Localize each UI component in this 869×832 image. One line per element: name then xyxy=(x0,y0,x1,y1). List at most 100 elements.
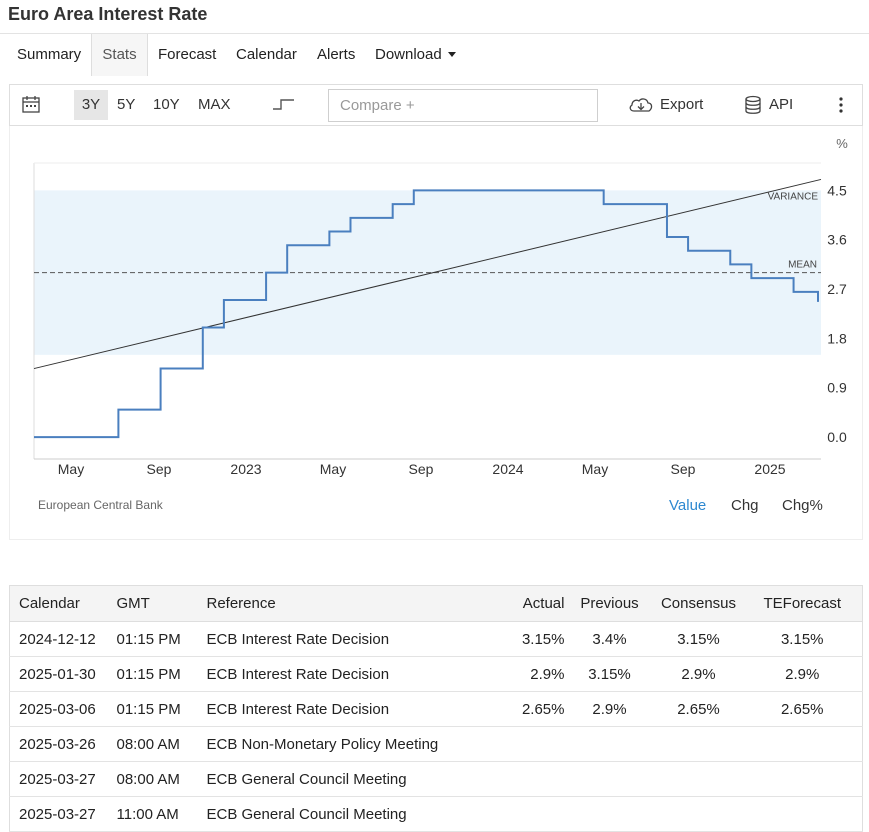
col-header-teforecast[interactable]: TEForecast xyxy=(742,585,863,622)
cell-reference[interactable]: ECB Interest Rate Decision xyxy=(206,691,507,727)
cell-reference[interactable]: ECB Non-Monetary Policy Meeting xyxy=(206,726,507,762)
title-divider xyxy=(0,33,869,34)
y-tick-label: 4.5 xyxy=(827,182,847,198)
cell-date: 2025-03-06 xyxy=(9,691,117,727)
range-3y-button[interactable]: 3Y xyxy=(74,90,108,120)
cell-reference[interactable]: ECB Interest Rate Decision xyxy=(206,656,507,692)
cell-actual xyxy=(506,761,565,797)
cell-consensus xyxy=(654,796,743,832)
calendar-header-row: Calendar GMT Reference Actual Previous C… xyxy=(9,585,863,622)
cell-previous xyxy=(564,726,655,762)
tab-forecast[interactable]: Forecast xyxy=(158,46,217,63)
database-icon xyxy=(745,95,761,114)
trend-line xyxy=(33,178,822,370)
table-row: 2025-03-06 01:15 PM ECB Interest Rate De… xyxy=(9,691,863,727)
cell-time: 08:00 AM xyxy=(116,726,207,762)
cell-date: 2024-12-12 xyxy=(9,621,117,657)
cell-previous xyxy=(564,761,655,797)
cell-teforecast: 3.15% xyxy=(742,621,863,657)
compare-input[interactable] xyxy=(328,89,598,122)
api-button[interactable]: API xyxy=(744,85,793,125)
caret-down-icon xyxy=(447,51,456,57)
y-tick-label: 1.8 xyxy=(827,330,847,346)
export-label: Export xyxy=(660,96,704,113)
cell-teforecast xyxy=(742,796,863,832)
table-row: 2024-12-12 01:15 PM ECB Interest Rate De… xyxy=(9,621,863,657)
cell-consensus: 3.15% xyxy=(654,621,743,657)
cell-teforecast: 2.65% xyxy=(742,691,863,727)
table-row: 2025-03-27 11:00 AM ECB General Council … xyxy=(9,796,863,832)
cell-consensus xyxy=(654,726,743,762)
cell-time: 01:15 PM xyxy=(116,621,207,657)
step-line-icon[interactable] xyxy=(272,96,296,114)
cell-previous: 3.15% xyxy=(564,656,655,692)
calendar-table: Calendar GMT Reference Actual Previous C… xyxy=(9,585,863,832)
variance-label: VARIANCE xyxy=(768,191,819,202)
x-tick-label: 2024 xyxy=(492,461,523,477)
cell-consensus: 2.9% xyxy=(654,656,743,692)
cell-consensus xyxy=(654,761,743,797)
cell-actual xyxy=(506,726,565,762)
cell-actual: 3.15% xyxy=(506,621,565,657)
y-tick-label: 0.9 xyxy=(827,380,847,396)
cell-time: 01:15 PM xyxy=(116,691,207,727)
table-row: 2025-01-30 01:15 PM ECB Interest Rate De… xyxy=(9,656,863,692)
value-tab-value[interactable]: Value xyxy=(669,497,707,514)
x-tick-label: May xyxy=(58,461,84,477)
source-label: European Central Bank xyxy=(38,498,163,512)
tab-download-label: Download xyxy=(375,46,442,63)
cell-reference[interactable]: ECB Interest Rate Decision xyxy=(206,621,507,657)
cell-consensus: 2.65% xyxy=(654,691,743,727)
col-header-previous[interactable]: Previous xyxy=(564,585,655,622)
range-max-button[interactable]: MAX xyxy=(198,96,231,113)
x-tick-label: 2025 xyxy=(754,461,785,477)
mean-label: MEAN xyxy=(788,260,817,271)
series-line xyxy=(34,189,819,439)
cell-date: 2025-01-30 xyxy=(9,656,117,692)
cell-time: 11:00 AM xyxy=(116,796,207,832)
range-10y-button[interactable]: 10Y xyxy=(153,96,180,113)
table-row: 2025-03-26 08:00 AM ECB Non-Monetary Pol… xyxy=(9,726,863,762)
cell-date: 2025-03-27 xyxy=(9,796,117,832)
interest-rate-chart: VARIANCE MEAN % 0.0 0.9 1.8 2.7 3.6 4.5 May Se… xyxy=(33,136,848,477)
cell-previous xyxy=(564,796,655,832)
cell-actual: 2.65% xyxy=(506,691,565,727)
x-tick-label: May xyxy=(582,461,608,477)
x-tick-label: Sep xyxy=(671,461,696,477)
col-header-consensus[interactable]: Consensus xyxy=(654,585,743,622)
cell-reference[interactable]: ECB General Council Meeting xyxy=(206,796,507,832)
x-tick-label: 2023 xyxy=(230,461,261,477)
col-header-gmt[interactable]: GMT xyxy=(116,585,207,622)
y-tick-label: 2.7 xyxy=(827,281,847,297)
cell-previous: 3.4% xyxy=(564,621,655,657)
cell-teforecast: 2.9% xyxy=(742,656,863,692)
tab-alerts[interactable]: Alerts xyxy=(317,46,356,63)
value-tab-chg[interactable]: Chg xyxy=(731,497,759,514)
tab-summary[interactable]: Summary xyxy=(17,46,82,63)
tab-download[interactable]: Download xyxy=(375,34,456,76)
page-title: Euro Area Interest Rate xyxy=(8,4,208,24)
cell-reference[interactable]: ECB General Council Meeting xyxy=(206,761,507,797)
cell-time: 08:00 AM xyxy=(116,761,207,797)
cell-time: 01:15 PM xyxy=(116,656,207,692)
tab-bar: Summary Stats Forecast Calendar Alerts D… xyxy=(0,34,869,76)
more-vertical-icon[interactable] xyxy=(838,97,844,113)
chart-panel xyxy=(9,126,863,540)
y-unit-label: % xyxy=(836,136,848,151)
calendar-icon[interactable] xyxy=(22,95,40,115)
range-5y-button[interactable]: 5Y xyxy=(117,96,136,113)
cell-date: 2025-03-26 xyxy=(9,726,117,762)
col-header-reference[interactable]: Reference xyxy=(206,585,507,622)
value-tab-chg-pct[interactable]: Chg% xyxy=(782,497,823,514)
tab-calendar[interactable]: Calendar xyxy=(236,46,297,63)
export-button[interactable]: Export xyxy=(628,85,703,125)
api-label: API xyxy=(769,96,794,113)
cell-actual: 2.9% xyxy=(506,656,565,692)
cell-teforecast xyxy=(742,726,863,762)
cell-teforecast xyxy=(742,761,863,797)
col-header-actual[interactable]: Actual xyxy=(506,585,565,622)
col-header-calendar[interactable]: Calendar xyxy=(9,585,117,622)
tab-stats[interactable]: Stats xyxy=(91,34,148,76)
y-tick-label: 0.0 xyxy=(827,429,847,445)
cloud-download-icon xyxy=(629,98,653,112)
